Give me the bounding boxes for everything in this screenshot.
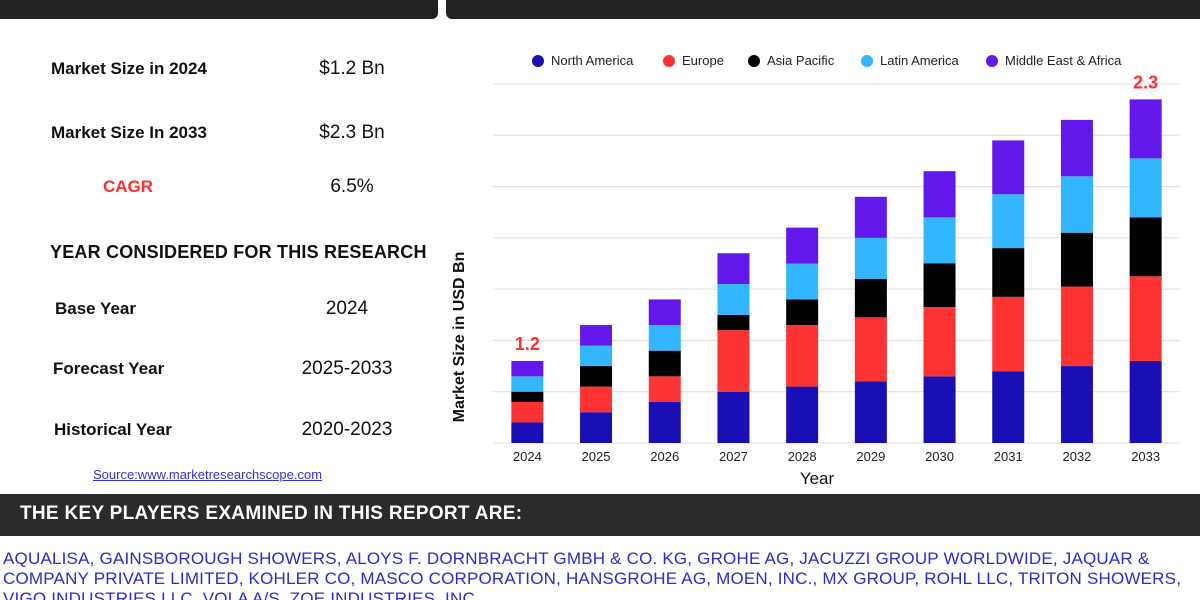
legend-label: North America xyxy=(551,53,634,68)
bar-segment xyxy=(786,227,819,264)
bar-segment xyxy=(854,278,887,318)
legend-label: Latin America xyxy=(880,53,960,68)
cagr-value: 6.5% xyxy=(330,176,374,197)
bar-segment xyxy=(1060,286,1093,367)
bar-segment xyxy=(854,196,887,238)
bar-segment xyxy=(648,299,681,326)
x-axis-title: Year xyxy=(800,469,835,488)
bar-segment xyxy=(717,253,750,285)
x-tick-label: 2027 xyxy=(719,449,748,464)
bar-segment xyxy=(580,325,613,346)
x-tick-label: 2026 xyxy=(650,449,679,464)
chart-bars xyxy=(511,99,1162,443)
bar-segment xyxy=(580,366,613,387)
legend-label: Asia Pacific xyxy=(767,53,835,68)
bar-segment xyxy=(923,307,956,377)
source-link[interactable]: Source:www.marketresearchscope.com xyxy=(93,467,323,482)
market-size-2033-value: $2.3 Bn xyxy=(319,122,385,143)
bar-segment xyxy=(1060,366,1093,443)
bar-segment xyxy=(1060,232,1093,287)
market-size-stacked-bar-chart: North America Europe Asia Pacific Latin Ame… xyxy=(451,53,1180,488)
x-tick-label: 2030 xyxy=(925,449,954,464)
bar-segment xyxy=(786,299,819,326)
bar-segment xyxy=(511,422,544,443)
historical-year-label: Historical Year xyxy=(54,420,172,439)
market-size-2024-value: $1.2 Bn xyxy=(319,58,385,79)
bar-segment xyxy=(580,386,613,413)
chart-x-ticks: 2024 2025 2026 2027 2028 2029 2030 2031 2032 2033 xyxy=(513,449,1160,464)
bar-segment xyxy=(1129,360,1162,443)
bar-segment xyxy=(923,217,956,264)
bar-segment xyxy=(854,317,887,382)
chart-annotations: 1.2 2.3 xyxy=(515,72,1158,354)
bar-segment xyxy=(854,381,887,443)
x-tick-label: 2031 xyxy=(994,449,1023,464)
bar-segment xyxy=(992,371,1025,443)
historical-year-value: 2020-2023 xyxy=(301,419,393,440)
research-years-heading: YEAR CONSIDERED FOR THIS RESEARCH xyxy=(50,242,427,262)
base-year-label: Base Year xyxy=(55,299,136,318)
header-bar-right xyxy=(446,0,1200,19)
bar-segment xyxy=(511,376,544,392)
x-tick-label: 2025 xyxy=(582,449,611,464)
bar-segment xyxy=(786,386,819,443)
cagr-label: CAGR xyxy=(103,177,154,196)
legend-marker xyxy=(663,55,675,67)
legend-marker xyxy=(532,55,544,67)
x-tick-label: 2024 xyxy=(513,449,542,464)
x-tick-label: 2029 xyxy=(856,449,885,464)
bar-segment xyxy=(648,350,681,377)
key-players-list: AQUALISA, GAINSBOROUGH SHOWERS, ALOYS F.… xyxy=(3,549,1182,600)
bar-segment xyxy=(1060,176,1093,233)
bar-segment xyxy=(717,330,750,392)
bar-segment xyxy=(992,140,1025,195)
legend-label: Europe xyxy=(682,53,724,68)
bar-segment xyxy=(923,263,956,308)
bar-segment xyxy=(923,376,956,443)
total-annotation: 1.2 xyxy=(515,334,540,354)
bar-segment xyxy=(923,171,956,218)
x-tick-label: 2028 xyxy=(788,449,817,464)
x-tick-label: 2033 xyxy=(1131,449,1160,464)
bar-segment xyxy=(511,401,544,423)
bar-segment xyxy=(786,263,819,300)
y-axis-title: Market Size in USD Bn xyxy=(451,252,468,423)
bar-segment xyxy=(717,284,750,315)
bar-segment xyxy=(511,360,544,377)
bar-segment xyxy=(1129,276,1162,361)
bar-segment xyxy=(1060,119,1093,177)
legend-marker xyxy=(861,55,873,67)
x-tick-label: 2032 xyxy=(1062,449,1091,464)
legend-marker xyxy=(986,55,998,67)
market-size-2024-label: Market Size in 2024 xyxy=(51,59,207,78)
header-bar-left xyxy=(0,0,438,19)
legend-label: Middle East & Africa xyxy=(1005,53,1122,68)
legend-marker xyxy=(748,55,760,67)
bar-segment xyxy=(992,194,1025,249)
forecast-year-label: Forecast Year xyxy=(53,359,165,378)
bar-segment xyxy=(1129,217,1162,277)
market-size-2033-label: Market Size In 2033 xyxy=(51,123,207,142)
bar-segment xyxy=(580,412,613,443)
total-annotation: 2.3 xyxy=(1133,72,1158,92)
forecast-year-value: 2025-2033 xyxy=(301,358,393,379)
bar-segment xyxy=(786,325,819,387)
bar-segment xyxy=(717,314,750,331)
bar-segment xyxy=(648,325,681,351)
bar-segment xyxy=(580,345,613,367)
base-year-value: 2024 xyxy=(325,298,369,319)
bar-segment xyxy=(1129,158,1162,218)
bar-segment xyxy=(648,401,681,443)
bar-segment xyxy=(854,237,887,279)
bar-segment xyxy=(992,248,1025,297)
chart-legend: North America Europe Asia Pacific Latin Ame… xyxy=(532,53,1122,68)
key-players-heading: THE KEY PLAYERS EXAMINED IN THIS REPORT … xyxy=(0,494,1200,536)
bar-segment xyxy=(1129,99,1162,159)
bar-segment xyxy=(717,391,750,443)
bar-segment xyxy=(992,296,1025,372)
bar-segment xyxy=(648,376,681,402)
bar-segment xyxy=(511,391,544,402)
